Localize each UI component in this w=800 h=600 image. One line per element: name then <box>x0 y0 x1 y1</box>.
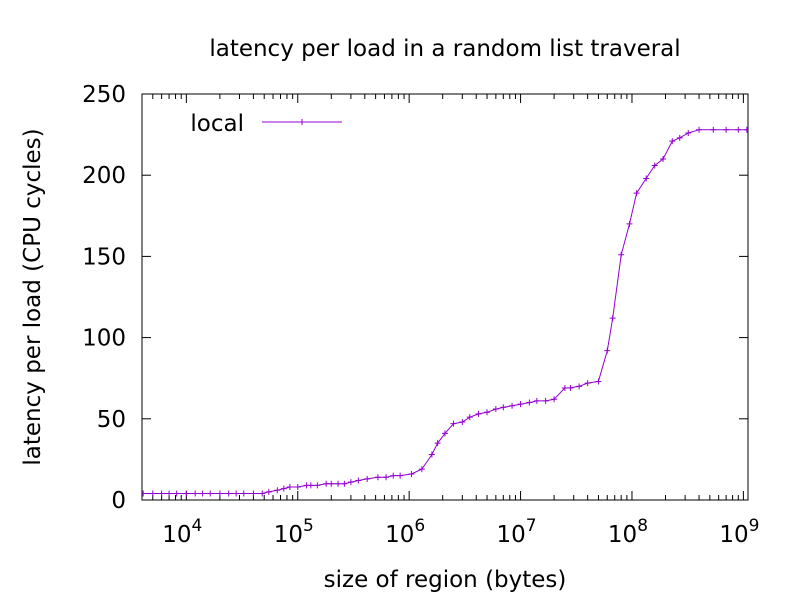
data-point-31 <box>383 474 390 481</box>
data-point-2 <box>158 490 165 497</box>
data-point-29 <box>364 475 371 482</box>
data-point-30 <box>374 474 381 481</box>
x-tick-label-5: 109 <box>719 516 759 548</box>
data-point-50 <box>542 397 549 404</box>
data-point-49 <box>533 397 540 404</box>
data-point-53 <box>567 384 574 391</box>
data-point-54 <box>576 383 583 390</box>
y-axis-ticks: 0 50 100 150 200 250 <box>82 82 748 514</box>
data-point-22 <box>314 482 321 489</box>
data-point-21 <box>307 482 314 489</box>
y-axis-label: latency per load (CPU cycles) <box>20 128 46 465</box>
data-point-66 <box>676 134 683 141</box>
x-tick-label-3: 107 <box>497 516 537 548</box>
data-point-24 <box>328 480 335 487</box>
data-point-47 <box>517 401 524 408</box>
y-tick-label-2: 100 <box>82 326 126 352</box>
data-point-68 <box>696 126 703 133</box>
data-point-18 <box>286 484 293 491</box>
data-point-33 <box>397 472 404 479</box>
data-point-40 <box>459 419 466 426</box>
series-line-local <box>143 129 747 494</box>
x-tick-label-1: 105 <box>274 516 314 548</box>
data-point-26 <box>341 480 348 487</box>
data-point-60 <box>626 220 633 227</box>
data-point-43 <box>484 409 491 416</box>
x-tick-label-4: 108 <box>608 516 648 548</box>
data-point-35 <box>418 466 425 473</box>
data-point-39 <box>450 420 457 427</box>
plot-frame <box>141 93 749 501</box>
data-point-27 <box>347 479 354 486</box>
y-tick-label-0: 0 <box>111 488 126 514</box>
data-point-3 <box>166 490 173 497</box>
series-local <box>142 126 748 497</box>
data-point-57 <box>604 347 611 354</box>
data-point-46 <box>509 402 516 409</box>
data-point-62 <box>643 175 650 182</box>
data-point-8 <box>207 490 214 497</box>
data-point-41 <box>466 414 473 421</box>
data-point-42 <box>475 410 482 417</box>
data-point-4 <box>173 490 180 497</box>
data-point-51 <box>551 396 558 403</box>
data-point-15 <box>265 488 272 495</box>
data-point-5 <box>183 490 190 497</box>
data-point-56 <box>595 378 602 385</box>
data-point-58 <box>609 315 616 322</box>
data-point-64 <box>660 155 667 162</box>
data-point-25 <box>335 480 342 487</box>
y-tick-label-4: 200 <box>82 163 126 189</box>
legend-marker-glyph <box>299 119 305 125</box>
data-point-16 <box>274 487 281 494</box>
data-point-0 <box>142 490 147 497</box>
data-point-44 <box>492 406 499 413</box>
data-point-52 <box>561 384 568 391</box>
data-point-32 <box>390 472 397 479</box>
y-tick-label-5: 250 <box>82 82 126 108</box>
data-point-23 <box>323 480 330 487</box>
series-layer <box>142 126 748 497</box>
data-point-13 <box>250 490 257 497</box>
data-point-9 <box>216 490 223 497</box>
data-point-11 <box>233 490 240 497</box>
data-point-38 <box>441 430 448 437</box>
data-point-17 <box>280 485 287 492</box>
data-point-28 <box>355 477 362 484</box>
data-point-14 <box>259 490 266 497</box>
data-point-6 <box>192 490 199 497</box>
data-point-67 <box>685 129 692 136</box>
data-point-72 <box>743 126 748 133</box>
data-point-55 <box>584 380 591 387</box>
legend-marker-local <box>299 119 305 125</box>
data-point-19 <box>294 484 301 491</box>
data-point-1 <box>149 490 156 497</box>
data-point-12 <box>240 490 247 497</box>
data-point-10 <box>225 490 232 497</box>
data-point-59 <box>618 251 625 258</box>
data-point-70 <box>723 126 730 133</box>
x-axis-ticks: 104 105 106 107 108 109 <box>141 94 759 548</box>
x-axis-label: size of region (bytes) <box>324 567 567 593</box>
data-point-7 <box>199 490 206 497</box>
data-point-69 <box>710 126 717 133</box>
x-tick-label-0: 104 <box>162 516 202 548</box>
x-tick-label-2: 106 <box>385 516 425 548</box>
data-point-65 <box>669 138 676 145</box>
legend-label-local: local <box>190 111 244 137</box>
y-tick-label-3: 150 <box>82 244 126 270</box>
data-point-36 <box>428 451 435 458</box>
data-point-61 <box>633 190 640 197</box>
data-point-63 <box>651 162 658 169</box>
data-point-71 <box>735 126 742 133</box>
data-point-45 <box>500 404 507 411</box>
data-point-37 <box>434 440 441 447</box>
data-point-34 <box>408 471 415 478</box>
y-tick-label-1: 50 <box>97 407 126 433</box>
legend: local <box>190 111 342 137</box>
chart-title: latency per load in a random list traver… <box>209 36 680 62</box>
data-point-48 <box>526 399 533 406</box>
